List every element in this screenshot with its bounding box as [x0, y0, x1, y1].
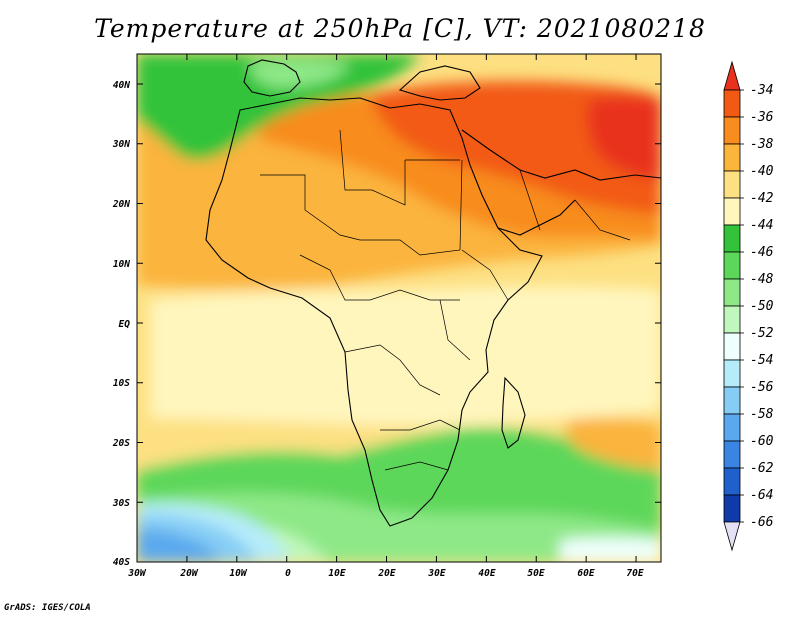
- colorbar-swatch: [723, 116, 741, 145]
- lon-label: 50E: [527, 568, 544, 579]
- chart-title: Temperature at 250hPa [C], VT: 202108021…: [94, 14, 706, 43]
- coastlines: [205, 59, 661, 527]
- lat-label: 30N: [112, 139, 130, 150]
- lat-label: EQ: [119, 319, 131, 330]
- colorbar-swatch: [723, 251, 741, 280]
- colorbar-swatch: [723, 305, 741, 334]
- colorbar-label: -54: [750, 353, 773, 368]
- colorbar-label: -56: [750, 380, 774, 395]
- lon-label: 60E: [577, 568, 594, 579]
- lat-label: 20N: [112, 199, 130, 210]
- colorbar-label: -60: [750, 434, 774, 449]
- lon-label: 30W: [127, 568, 146, 579]
- lon-label: 20E: [377, 568, 395, 579]
- colorbar-label: -38: [750, 137, 774, 152]
- colorbar-label: -46: [750, 245, 774, 260]
- colorbar-swatch: [723, 332, 741, 361]
- axis-ticks: [136, 54, 661, 563]
- credit-text: GrADS: IGES/COLA: [4, 603, 91, 613]
- lon-label: 30E: [427, 568, 445, 579]
- colorbar-swatch: [723, 413, 741, 442]
- lat-label: 30S: [112, 498, 130, 509]
- lon-label: 10W: [229, 568, 247, 579]
- longitude-labels: 30W 20W 10W 0 10E 20E 30E 40E 50E 60E 70…: [127, 568, 643, 579]
- lon-label: 0: [285, 568, 291, 579]
- colorbar-bottom-arrow: [723, 521, 741, 552]
- latitude-labels: 40N 30N 20N 10N EQ 10S 20S 30S 40S: [112, 80, 130, 568]
- country-borders: [260, 129, 631, 471]
- colorbar-top-arrow: [723, 60, 741, 91]
- colorbar-swatch: [723, 386, 741, 415]
- colorbar-swatch: [723, 89, 741, 118]
- lat-label: 10S: [113, 378, 130, 389]
- colorbar-label: -66: [750, 515, 774, 530]
- colorbar-labels: -34 -36 -38 -40 -42 -44 -46 -48 -50 -52 …: [750, 83, 774, 530]
- colorbar-swatch: [723, 197, 741, 226]
- colorbar-swatch: [723, 143, 741, 172]
- colorbar-label: -34: [750, 83, 773, 98]
- lat-label: 10N: [113, 259, 130, 270]
- lon-label: 10E: [328, 568, 345, 579]
- colorbar-label: -52: [750, 326, 774, 341]
- colorbar-swatch: [723, 467, 741, 496]
- colorbar-swatch: [723, 359, 741, 388]
- colorbar-label: -62: [750, 461, 774, 476]
- colorbar-swatch: [723, 494, 741, 523]
- colorbar-swatch: [723, 440, 741, 469]
- lon-label: 40E: [478, 568, 495, 579]
- colorbar-label: -44: [750, 218, 773, 233]
- colorbar-label: -36: [750, 110, 774, 125]
- colorbar-swatch: [723, 224, 741, 253]
- colorbar-label: -48: [750, 272, 774, 287]
- colorbar-label: -58: [750, 407, 774, 422]
- colorbar: [723, 60, 744, 552]
- lon-label: 20W: [179, 568, 198, 579]
- lon-label: 70E: [626, 568, 643, 579]
- temperature-field: [137, 54, 661, 562]
- colorbar-label: -50: [750, 299, 774, 314]
- colorbar-label: -40: [750, 164, 774, 179]
- colorbar-swatch: [723, 278, 741, 307]
- map-frame: [136, 53, 662, 563]
- colorbar-swatch: [723, 170, 741, 199]
- lat-label: 40N: [113, 80, 130, 91]
- colorbar-label: -64: [750, 488, 773, 503]
- lat-label: 40S: [113, 557, 130, 568]
- colorbar-label: -42: [750, 191, 774, 206]
- lat-label: 20S: [112, 438, 130, 449]
